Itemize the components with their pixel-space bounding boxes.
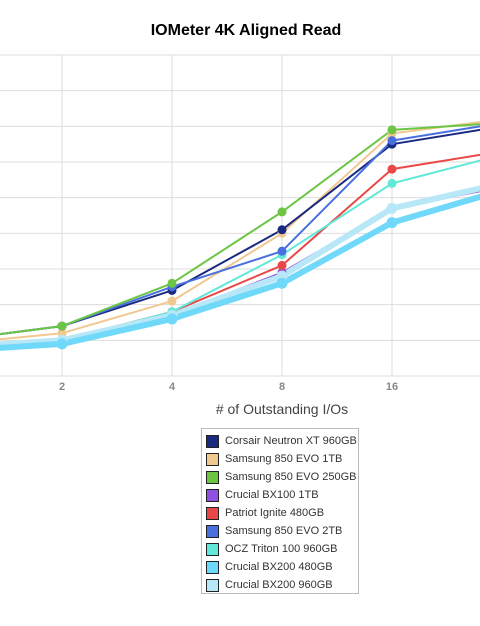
legend-label: Patriot Ignite 480GB [225, 507, 325, 519]
data-point [386, 202, 398, 214]
series-line [0, 185, 480, 348]
legend-item: Crucial BX200 480GB [206, 558, 358, 576]
series-line [0, 121, 480, 341]
legend-swatch [206, 452, 219, 466]
legend-swatch [206, 524, 219, 538]
x-axis-ticks: 2 4 8 16 [59, 381, 398, 393]
legend-item: Samsung 850 EVO 2TB [206, 522, 358, 540]
data-point [387, 136, 397, 146]
legend-label: Corsair Neutron XT 960GB [225, 435, 357, 447]
legend-swatch [206, 578, 219, 592]
data-point [166, 313, 178, 325]
x-tick-label: 16 [386, 381, 398, 393]
legend-swatch [206, 434, 219, 448]
series-points [56, 125, 398, 350]
chart-legend: Corsair Neutron XT 960GB Samsung 850 EVO … [201, 428, 359, 594]
data-point [386, 217, 398, 229]
legend-swatch [206, 488, 219, 502]
data-point [277, 225, 287, 235]
legend-label: OCZ Triton 100 960GB [225, 543, 338, 555]
legend-item: OCZ Triton 100 960GB [206, 540, 358, 558]
legend-label: Crucial BX200 480GB [225, 561, 333, 573]
legend-item: Patriot Ignite 480GB [206, 504, 358, 522]
data-point [387, 178, 397, 188]
data-point [387, 125, 397, 135]
series-line [0, 153, 480, 346]
series-line [0, 193, 480, 351]
data-point [277, 246, 287, 256]
data-point [277, 207, 287, 217]
legend-swatch [206, 506, 219, 520]
x-tick-label: 4 [169, 381, 176, 393]
legend-item: Corsair Neutron XT 960GB [206, 432, 358, 450]
series-line [0, 123, 480, 336]
legend-label: Samsung 850 EVO 1TB [225, 453, 343, 465]
series-line [0, 159, 480, 346]
legend-swatch [206, 470, 219, 484]
legend-label: Crucial BX100 1TB [225, 489, 319, 501]
legend-swatch [206, 542, 219, 556]
x-tick-label: 8 [279, 381, 285, 393]
data-point [167, 278, 177, 288]
data-point [56, 338, 68, 350]
data-point [277, 260, 287, 270]
data-point [167, 296, 177, 306]
legend-item: Samsung 850 EVO 1TB [206, 450, 358, 468]
data-point [276, 277, 288, 289]
series-lines [0, 121, 480, 351]
x-tick-label: 2 [59, 381, 65, 393]
legend-label: Samsung 850 EVO 250GB [225, 471, 357, 483]
legend-item: Samsung 850 EVO 250GB [206, 468, 358, 486]
data-point [387, 164, 397, 174]
legend-swatch [206, 560, 219, 574]
x-axis-label: # of Outstanding I/Os [216, 401, 348, 417]
legend-label: Samsung 850 EVO 2TB [225, 525, 343, 537]
legend-label: Crucial BX200 960GB [225, 579, 333, 591]
legend-item: Crucial BX200 960GB [206, 576, 358, 594]
data-point [57, 321, 67, 331]
series-line [0, 125, 480, 336]
legend-item: Crucial BX100 1TB [206, 486, 358, 504]
chart-title: IOMeter 4K Aligned Read [151, 22, 342, 39]
